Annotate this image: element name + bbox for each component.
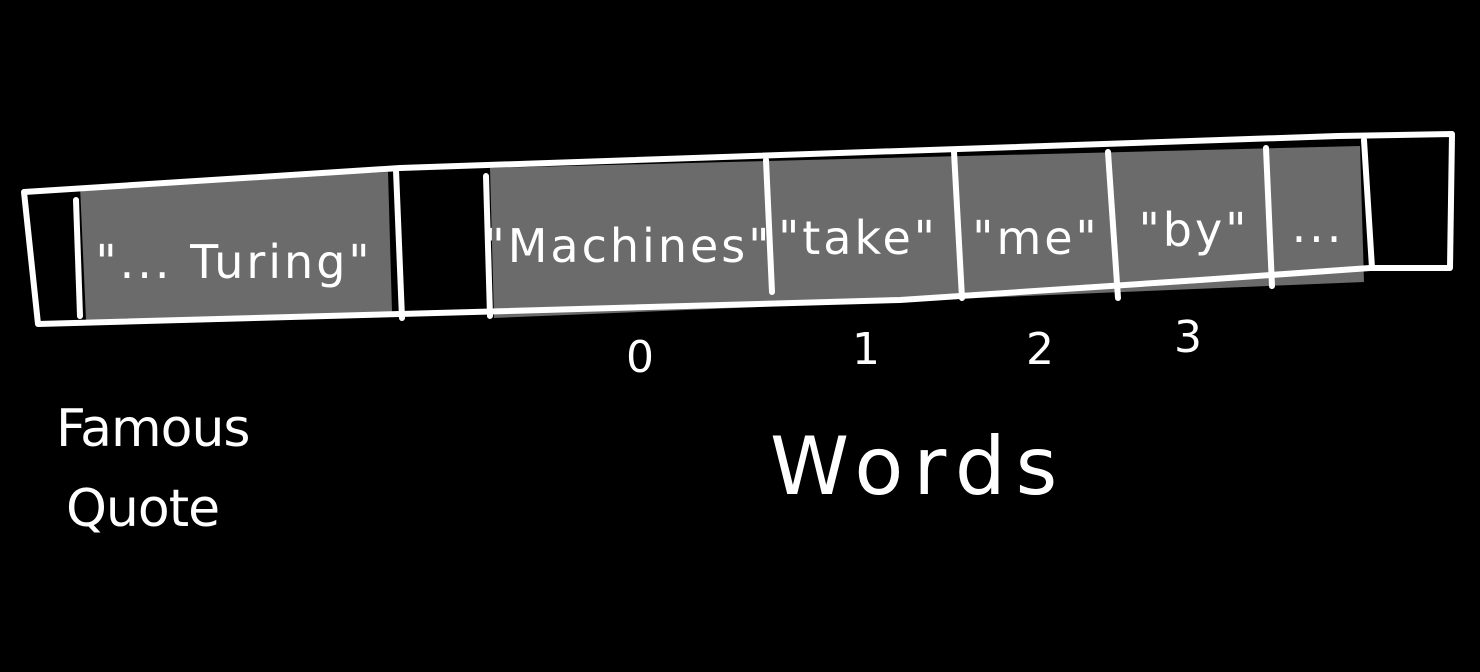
array-outline	[21, 131, 1455, 327]
famous-label: Famous	[56, 399, 250, 459]
separator	[1361, 137, 1375, 271]
separator	[763, 157, 775, 295]
quote-label: Quote	[66, 479, 219, 539]
separator	[1263, 145, 1275, 289]
word-cell-0-text: "Machines"	[484, 219, 773, 273]
separator	[1105, 149, 1121, 301]
separator	[951, 149, 965, 301]
index-1: 1	[852, 324, 880, 375]
word-cell-1-text: "take"	[778, 211, 938, 265]
quote-cell-text: "... Turing"	[95, 235, 372, 289]
index-3: 3	[1174, 312, 1202, 363]
cell-fills	[80, 146, 1364, 320]
separator	[73, 197, 83, 319]
words-label: Words	[770, 420, 1067, 513]
word-cell-4-text: ...	[1292, 199, 1345, 253]
index-0: 0	[626, 332, 654, 383]
separator	[483, 173, 493, 319]
word-cell-2-text: "me"	[972, 211, 1099, 265]
index-2: 2	[1026, 324, 1054, 375]
quote-cell-fill	[80, 172, 392, 320]
words-region-fill	[490, 146, 1364, 318]
separator	[393, 167, 405, 321]
word-cell-3-text: "by"	[1139, 203, 1250, 257]
